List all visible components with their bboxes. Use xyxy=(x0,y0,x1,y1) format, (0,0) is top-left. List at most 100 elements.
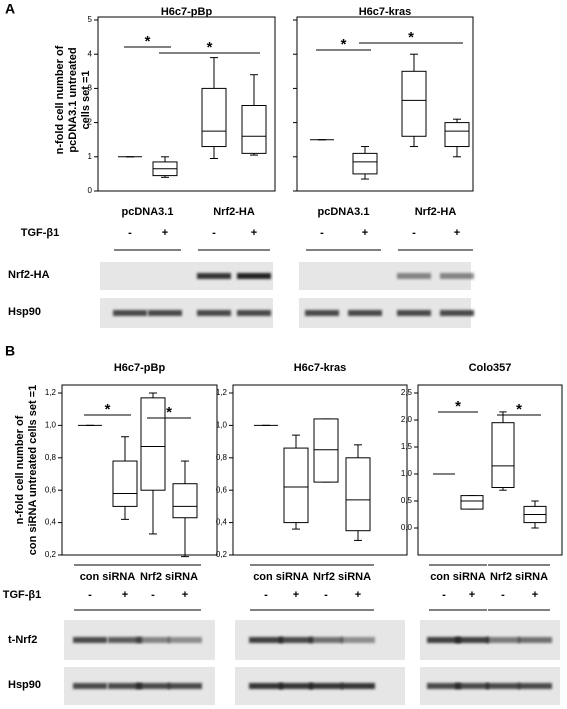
blot-band xyxy=(73,683,107,689)
treatment-sign: + xyxy=(362,227,368,239)
blot-band xyxy=(455,683,489,689)
significance-star: * xyxy=(105,401,111,418)
box xyxy=(201,87,227,148)
y-tick-label: 1,2 xyxy=(45,388,57,397)
significance-star: * xyxy=(408,29,414,46)
y-tick-label: 0,8 xyxy=(216,453,228,462)
y-axis-label: n-fold cell number of xyxy=(14,415,26,524)
treatment-sign: - xyxy=(442,589,446,601)
blot-band xyxy=(168,637,202,643)
treatment-sign: - xyxy=(212,227,216,239)
y-tick-label: 2 xyxy=(88,118,93,127)
blot-band xyxy=(341,683,375,689)
group-label: Nrf2-HA xyxy=(415,206,457,218)
y-axis-label: con siRNA untreated cells set =1 xyxy=(27,385,39,555)
blot-band xyxy=(136,683,170,689)
box xyxy=(345,457,371,532)
y-tick-label: 0,4 xyxy=(45,518,57,527)
blot-band xyxy=(108,683,142,689)
blot-band xyxy=(348,310,382,316)
y-tick-label: 1,5 xyxy=(401,442,413,451)
blot-band xyxy=(440,310,474,316)
blot-band xyxy=(108,637,142,643)
blot-band xyxy=(73,637,107,643)
blot-band xyxy=(518,637,552,643)
blot-band xyxy=(279,683,313,689)
significance-star: * xyxy=(166,404,172,421)
blot-band xyxy=(136,637,170,643)
group-label: pcDNA3.1 xyxy=(122,206,174,218)
blot-label: Nrf2-HA xyxy=(8,269,50,281)
box xyxy=(112,460,138,507)
plot-frame xyxy=(61,384,218,556)
blot-band xyxy=(249,683,283,689)
blot-band xyxy=(518,683,552,689)
significance-star: * xyxy=(207,39,213,56)
chart-title: H6c7-pBp xyxy=(161,6,213,18)
y-tick-label: 0,0 xyxy=(401,523,413,532)
significance-star: * xyxy=(455,398,461,415)
blot-band xyxy=(197,273,231,279)
y-tick-label: 0 xyxy=(88,186,93,195)
y-tick-label: 1,0 xyxy=(45,421,57,430)
treatment-sign: + xyxy=(532,589,538,601)
chart-title: Colo357 xyxy=(469,362,512,374)
blot-band xyxy=(168,683,202,689)
treatment-sign: + xyxy=(251,227,257,239)
box xyxy=(352,152,378,175)
treatment-sign: - xyxy=(88,589,92,601)
blot-band xyxy=(309,683,343,689)
blot-band xyxy=(249,637,283,643)
group-label: con siRNA xyxy=(430,571,486,583)
y-axis-label: cells set =1 xyxy=(80,70,92,129)
treatment-sign: + xyxy=(182,589,188,601)
box xyxy=(140,397,166,491)
treatment-sign: + xyxy=(162,227,168,239)
significance-star: * xyxy=(145,33,151,50)
blot-band xyxy=(197,310,231,316)
blot-label: Hsp90 xyxy=(8,306,41,318)
y-tick-label: 1,0 xyxy=(401,469,413,478)
treatment-sign: - xyxy=(412,227,416,239)
blot-band xyxy=(237,310,271,316)
y-tick-label: 0,6 xyxy=(45,485,57,494)
y-tick-label: 1,2 xyxy=(216,388,228,397)
blot-band xyxy=(279,637,313,643)
blot-band xyxy=(427,683,461,689)
y-axis-label: pcDNA3.1 untreated xyxy=(67,47,79,152)
treatment-label: TGF-β1 xyxy=(3,589,42,601)
blot-band xyxy=(397,273,431,279)
blot-label: t-Nrf2 xyxy=(8,634,37,646)
y-axis-label: n-fold cell number of xyxy=(54,45,66,154)
plot-frame xyxy=(232,384,408,556)
treatment-sign: - xyxy=(128,227,132,239)
blot-band xyxy=(148,310,182,316)
blot-band xyxy=(309,637,343,643)
treatment-sign: - xyxy=(501,589,505,601)
box xyxy=(241,105,267,154)
y-tick-label: 1,0 xyxy=(216,421,228,430)
panel-label: A xyxy=(5,1,15,17)
box xyxy=(460,495,484,510)
blot-band xyxy=(440,273,474,279)
group-label: Nrf2 siRNA xyxy=(313,571,371,583)
y-tick-label: 2,0 xyxy=(401,415,413,424)
y-tick-label: 5 xyxy=(88,15,93,24)
y-tick-label: 0,2 xyxy=(216,550,228,559)
treatment-sign: - xyxy=(320,227,324,239)
group-label: pcDNA3.1 xyxy=(318,206,370,218)
blot-band xyxy=(397,310,431,316)
plot-frame xyxy=(417,384,563,556)
panel-label: B xyxy=(5,343,15,359)
blot-band xyxy=(486,683,520,689)
blot-band xyxy=(305,310,339,316)
plot-frame xyxy=(97,16,276,192)
group-label: Nrf2-HA xyxy=(213,206,255,218)
blot-label: Hsp90 xyxy=(8,679,41,691)
blot-band xyxy=(341,637,375,643)
treatment-sign: + xyxy=(122,589,128,601)
treatment-sign: - xyxy=(151,589,155,601)
y-tick-label: 2,5 xyxy=(401,388,413,397)
y-tick-label: 0,6 xyxy=(216,485,228,494)
